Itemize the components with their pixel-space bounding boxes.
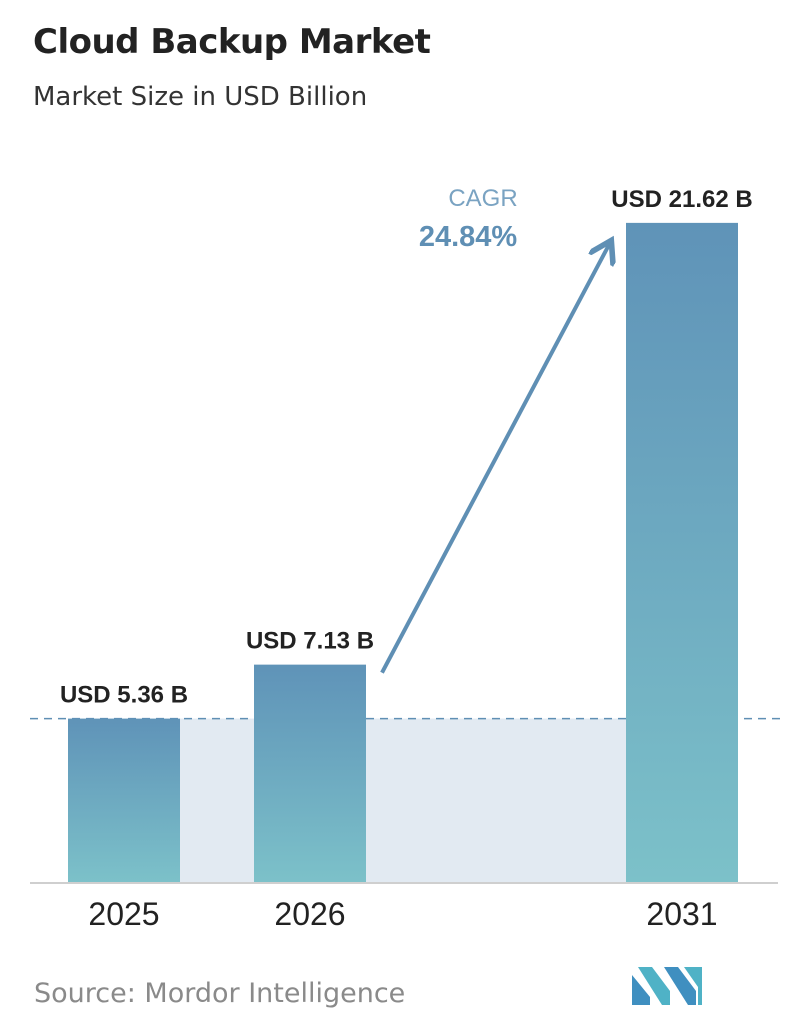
baseline-band [180, 718, 254, 882]
cagr-arrow [380, 243, 610, 674]
source-note: Source: Mordor Intelligence [34, 978, 406, 1009]
chart-title: Cloud Backup Market [33, 22, 431, 62]
x-tick-label-2025: 2025 [88, 896, 159, 932]
cagr-value: 24.84% [419, 221, 518, 253]
labels-group: USD 5.36 B 2025 USD 7.13 B 2026 USD 21.62 B 2… [60, 186, 753, 932]
bars-group [68, 222, 738, 883]
baseline-band-group [180, 718, 626, 882]
data-label-2031: USD 21.62 B [611, 186, 752, 213]
baseline-band [366, 718, 626, 882]
data-label-2026: USD 7.13 B [246, 628, 374, 655]
chart-subtitle: Market Size in USD Billion [33, 82, 368, 112]
mordor-intelligence-logo-icon [632, 967, 702, 1005]
bar-2026 [254, 664, 366, 882]
bar-2031 [626, 222, 738, 883]
x-tick-label-2026: 2026 [274, 896, 345, 932]
data-label-2025: USD 5.36 B [60, 682, 188, 709]
x-tick-label-2031: 2031 [646, 896, 717, 932]
bar-2025 [68, 718, 180, 882]
cagr-label: CAGR [448, 185, 517, 212]
bar-chart: USD 5.36 B 2025 USD 7.13 B 2026 USD 21.62 B 2… [30, 185, 780, 932]
